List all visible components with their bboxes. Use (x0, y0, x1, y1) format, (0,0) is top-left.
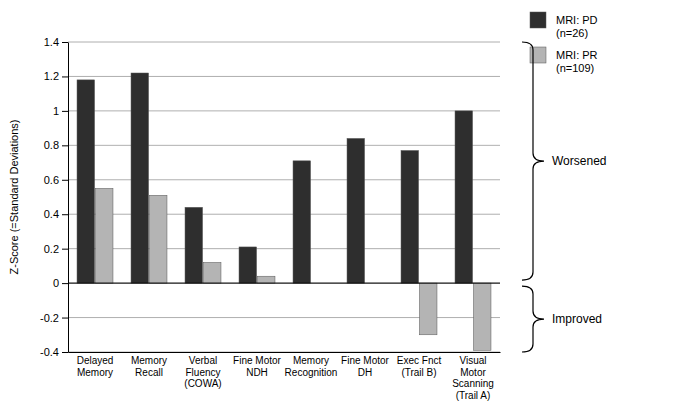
y-tick-label: 1.4 (44, 36, 59, 48)
legend-swatch (530, 12, 546, 28)
y-axis-line (68, 43, 69, 353)
y-tick-mark (62, 214, 68, 215)
x-axis: DelayedMemory MemoryRecall VerbalFluency(C… (69, 352, 501, 401)
y-tick-mark (62, 318, 68, 319)
bar (419, 283, 437, 335)
y-tick: 0.2 (44, 243, 68, 255)
bar (149, 195, 167, 283)
y-tick: 1 (53, 105, 68, 117)
y-tick: -0.4 (40, 346, 68, 358)
y-title: Z-Score (=Standard Deviations) (8, 120, 20, 275)
y-tick-label: 1 (53, 105, 59, 117)
x-tick-label: Fine MotorDH (341, 355, 389, 378)
legend-label: MRI: PD(n=26) (556, 14, 598, 39)
y-tick: 0.4 (44, 208, 68, 220)
bar (185, 207, 203, 283)
x-tick-label: VerbalFluency(COWA) (184, 355, 221, 389)
y-tick-mark (62, 145, 68, 146)
y-tick: -0.2 (40, 312, 68, 324)
y-tick-label: 0.4 (44, 208, 59, 220)
x-tick-label: MemoryRecall (131, 355, 167, 378)
annotation: Improved (552, 312, 602, 326)
x-tick: Exec Fnct(Trail B) (397, 352, 442, 378)
y-tick-mark (62, 42, 68, 43)
bar (77, 80, 95, 283)
x-tick: MemoryRecognition (285, 352, 338, 378)
x-tick: MemoryRecall (131, 352, 167, 378)
y-tick-label: 0.8 (44, 139, 59, 151)
y-tick-mark (62, 76, 68, 77)
annotation: Worsened (552, 154, 606, 168)
bar (293, 161, 311, 283)
y-tick-label: 1.2 (44, 70, 59, 82)
bar (455, 111, 473, 283)
legend-label: MRI: PR(n=109) (556, 49, 598, 74)
x-axis-line (69, 352, 501, 353)
bar (203, 262, 221, 283)
y-tick: 1.4 (44, 36, 68, 48)
grid-line (68, 42, 500, 43)
y-tick-mark (62, 283, 68, 284)
bar (347, 138, 365, 283)
x-tick-label: VisualMotorScanning(Trail A) (452, 355, 494, 401)
y-tick-mark (62, 111, 68, 112)
bar (401, 151, 419, 284)
y-tick-mark (62, 352, 68, 353)
plot: -0.4 -0.2 0 0.2 0.4 0.6 0.8 1 1.2 1.4 DelayedMemor… (40, 36, 500, 400)
bar (257, 276, 275, 283)
x-tick-label: MemoryRecognition (285, 355, 338, 378)
bar (473, 283, 491, 350)
y-tick: 0.6 (44, 174, 68, 186)
zero-line (68, 283, 500, 284)
x-tick: VerbalFluency(COWA) (184, 352, 221, 389)
bar (239, 247, 257, 283)
bar-series (77, 73, 473, 283)
grid-line (68, 352, 500, 353)
bars (77, 73, 491, 350)
grid-line (68, 283, 500, 284)
x-tick-label: Exec Fnct(Trail B) (397, 355, 442, 378)
bar (131, 73, 149, 283)
bar (95, 188, 113, 283)
y-tick-mark (62, 249, 68, 250)
y-tick: 1.2 (44, 70, 68, 82)
brace (522, 286, 544, 352)
y-tick-label: 0.2 (44, 243, 59, 255)
y-tick-mark (62, 180, 68, 181)
x-tick: DelayedMemory (77, 352, 114, 378)
y-tick-label: -0.4 (40, 346, 59, 358)
x-tick: VisualMotorScanning(Trail A) (452, 352, 494, 401)
y-tick-label: 0 (53, 277, 59, 289)
y-tick-label: -0.2 (40, 312, 59, 324)
bar-series (95, 188, 491, 350)
y-axis: -0.4 -0.2 0 0.2 0.4 0.6 0.8 1 1.2 1.4 (40, 36, 68, 358)
brace (522, 42, 544, 280)
legend: MRI: PD(n=26) MRI: PR(n=109) (530, 12, 598, 74)
x-tick-label: Fine MotorNDH (233, 355, 281, 378)
y-tick: 0 (53, 277, 68, 289)
x-tick: Fine MotorDH (341, 352, 389, 378)
grid (68, 42, 500, 352)
chart: -0.4 -0.2 0 0.2 0.4 0.6 0.8 1 1.2 1.4 DelayedMemor… (0, 0, 681, 415)
y-tick-label: 0.6 (44, 174, 59, 186)
x-tick-label: DelayedMemory (77, 355, 114, 378)
y-tick: 0.8 (44, 139, 68, 151)
x-tick: Fine MotorNDH (233, 352, 281, 378)
